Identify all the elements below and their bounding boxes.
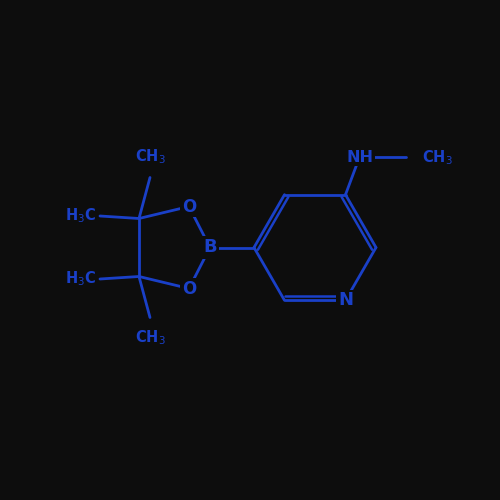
Text: N: N	[338, 292, 353, 310]
Text: NH: NH	[346, 150, 373, 164]
Text: B: B	[203, 238, 217, 256]
Text: CH$_3$: CH$_3$	[134, 148, 166, 167]
Text: CH$_3$: CH$_3$	[134, 328, 166, 347]
Text: H$_3$C: H$_3$C	[65, 270, 96, 288]
Text: O: O	[182, 198, 196, 216]
Text: CH$_3$: CH$_3$	[422, 148, 452, 167]
Text: O: O	[182, 280, 196, 297]
Text: H$_3$C: H$_3$C	[65, 206, 96, 226]
